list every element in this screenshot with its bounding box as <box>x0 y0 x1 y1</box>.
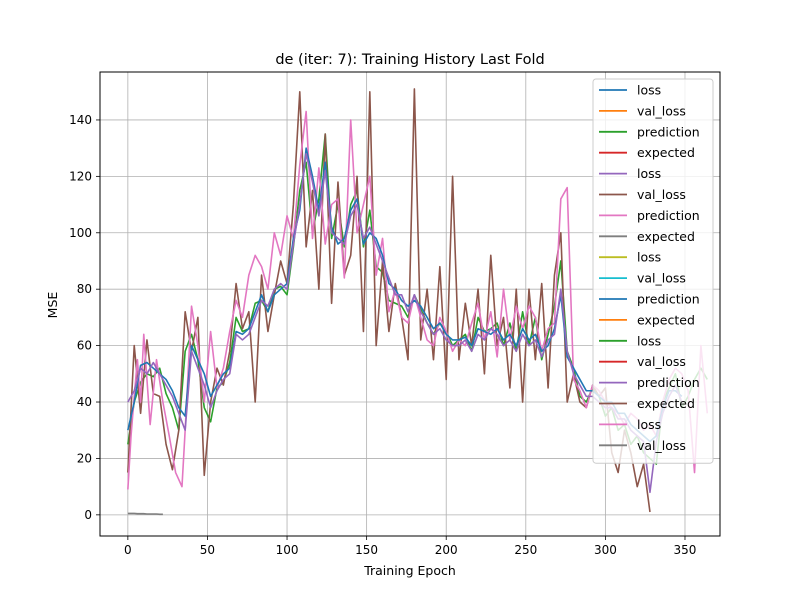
y-tick-label: 80 <box>77 282 92 296</box>
legend-label: val_loss <box>637 187 686 202</box>
chart-title: de (iter: 7): Training History Last Fold <box>275 52 544 68</box>
y-tick-label: 40 <box>77 395 92 409</box>
legend-label: val_loss <box>637 103 686 118</box>
y-tick-label: 20 <box>77 451 92 465</box>
x-tick-label: 100 <box>276 543 299 557</box>
y-tick-label: 140 <box>69 113 92 127</box>
legend-label: expected <box>637 396 695 411</box>
y-axis-label: MSE <box>45 292 60 319</box>
y-tick-label: 100 <box>69 226 92 240</box>
x-tick-label: 50 <box>200 543 215 557</box>
x-axis-label: Training Epoch <box>363 563 456 578</box>
legend-label: loss <box>637 417 661 432</box>
y-tick-label: 0 <box>84 508 92 522</box>
legend-label: prediction <box>637 208 700 223</box>
legend-label: loss <box>637 333 661 348</box>
legend-label: prediction <box>637 292 700 307</box>
legend-label: expected <box>637 312 695 327</box>
x-tick-label: 250 <box>514 543 537 557</box>
legend-label: prediction <box>637 375 700 390</box>
x-tick-label: 200 <box>435 543 458 557</box>
legend: loss val_loss prediction expected loss val_lo… <box>592 78 714 464</box>
x-tick-label: 300 <box>594 543 617 557</box>
series-line-14 <box>127 153 683 494</box>
legend-label: val_loss <box>637 438 686 453</box>
legend-label: val_loss <box>637 354 686 369</box>
legend-label: loss <box>637 166 661 181</box>
x-tick-label: 350 <box>674 543 697 557</box>
legend-label: expected <box>637 145 695 160</box>
legend-label: val_loss <box>637 271 686 286</box>
series-line-7 <box>127 512 163 516</box>
series-line-5 <box>127 88 651 513</box>
y-tick-label: 120 <box>69 169 92 183</box>
legend-label: expected <box>637 229 695 244</box>
plot-frame <box>99 71 721 537</box>
legend-label: loss <box>637 250 661 265</box>
ticks-layer: 0 50 100 150 200 250 300 350 0 20 40 60 80 100 120 140 <box>69 113 696 557</box>
legend-label: prediction <box>637 124 700 139</box>
y-tick-label: 60 <box>77 339 92 353</box>
x-tick-label: 0 <box>124 543 132 557</box>
legend-box <box>592 78 714 464</box>
x-tick-label: 150 <box>355 543 378 557</box>
legend-label: loss <box>637 83 661 98</box>
